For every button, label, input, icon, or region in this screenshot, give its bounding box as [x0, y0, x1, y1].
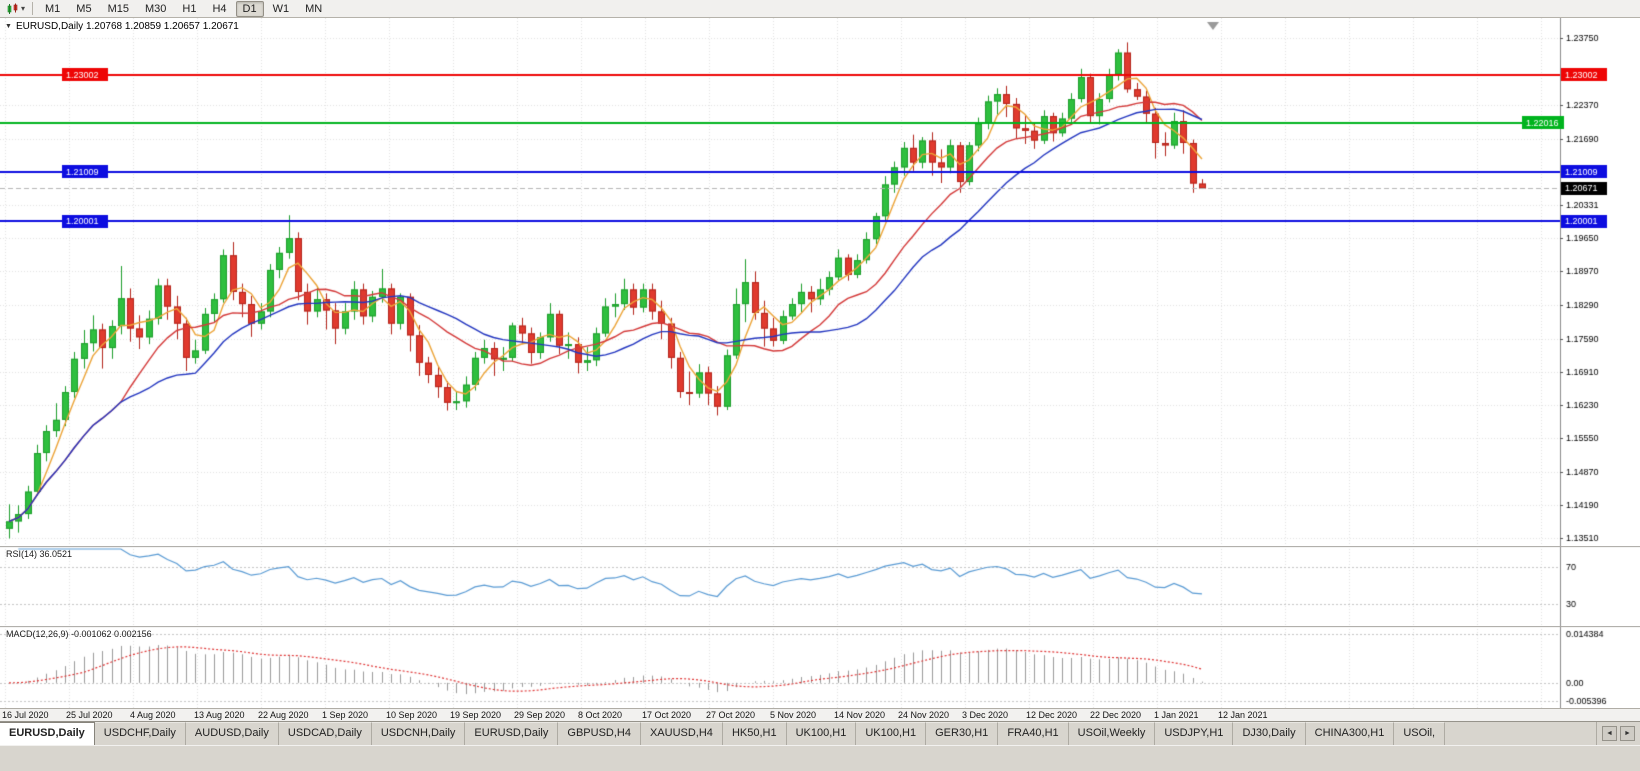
time-axis-label: 3 Dec 2020: [962, 710, 1009, 720]
timeframe-button-mn[interactable]: MN: [305, 2, 323, 15]
chart-menu-arrow-icon[interactable]: ▼: [5, 23, 12, 30]
chart-tab[interactable]: USOil,Weekly: [1068, 722, 1156, 745]
time-axis-label: 5 Nov 2020: [770, 710, 817, 720]
rsi-indicator-canvas[interactable]: [0, 546, 1640, 626]
tab-scroll-controls: ◄ ►: [1596, 722, 1640, 745]
chart-title: ▼ EURUSD,Daily 1.20768 1.20859 1.20657 1…: [5, 21, 239, 32]
time-axis-label: 8 Oct 2020: [578, 710, 623, 720]
time-axis-label: 4 Aug 2020: [130, 710, 176, 720]
time-axis-label: 25 Jul 2020: [66, 710, 113, 720]
chart-tab[interactable]: UK100,H1: [856, 722, 927, 745]
timeframe-button-m1[interactable]: M1: [45, 2, 61, 15]
time-axis-label: 1 Sep 2020: [322, 710, 369, 720]
timeframe-button-h1[interactable]: H1: [182, 2, 197, 15]
chart-tab-bar: EURUSD,Daily USDCHF,Daily AUDUSD,Daily USDC…: [0, 721, 1640, 745]
timeframe-button-m5[interactable]: M5: [76, 2, 92, 15]
chart-type-tool[interactable]: ▾: [3, 3, 28, 15]
timeframe-button-w1[interactable]: W1: [272, 2, 290, 15]
chart-tab[interactable]: USDCHF,Daily: [94, 722, 186, 745]
macd-indicator-label: MACD(12,26,9) -0.001062 0.002156: [6, 629, 152, 639]
timeframe-buttons: M1 M5 M15 M30 H1 H4 D1 W1 MN: [37, 0, 330, 17]
rsi-indicator-label: RSI(14) 36.0521: [6, 549, 73, 559]
status-bar: [0, 745, 1640, 771]
tabs-scroll-right-button[interactable]: ►: [1620, 726, 1635, 741]
time-axis-label: 12 Jan 2021: [1218, 710, 1268, 720]
timeframe-button-m30[interactable]: M30: [144, 2, 167, 15]
time-axis-label: 1 Jan 2021: [1154, 710, 1199, 720]
time-axis-label: 10 Sep 2020: [386, 710, 438, 720]
chart-tab[interactable]: UK100,H1: [786, 722, 857, 745]
time-axis-label: 29 Sep 2020: [514, 710, 566, 720]
chart-type-dropdown-caret-icon[interactable]: ▾: [21, 3, 26, 13]
chart-tab[interactable]: GBPUSD,H4: [558, 722, 641, 745]
chart-tab[interactable]: DJ30,Daily: [1233, 722, 1306, 745]
time-axis-label: 24 Nov 2020: [898, 710, 950, 720]
time-axis-label: 16 Jul 2020: [2, 710, 49, 720]
time-axis-label: 22 Dec 2020: [1090, 710, 1142, 720]
chart-tab[interactable]: AUDUSD,Daily: [185, 722, 279, 745]
time-axis-label: 27 Oct 2020: [706, 710, 756, 720]
chart-tabs: EURUSD,Daily USDCHF,Daily AUDUSD,Daily USDC…: [0, 722, 1596, 745]
time-axis-label: 12 Dec 2020: [1026, 710, 1078, 720]
time-axis-label: 14 Nov 2020: [834, 710, 886, 720]
chart-tab[interactable]: CHINA300,H1: [1305, 722, 1395, 745]
timeframe-button-m15[interactable]: M15: [107, 2, 129, 15]
timeframe-button-d1[interactable]: D1: [235, 0, 264, 17]
time-axis[interactable]: 16 Jul 2020 25 Jul 2020 4 Aug 2020 13 Aug 2…: [0, 708, 1640, 721]
chart-tab[interactable]: USDJPY,H1: [1155, 722, 1234, 745]
chart-tab[interactable]: GER30,H1: [926, 722, 999, 745]
chart-tab[interactable]: XAUUSD,H4: [640, 722, 723, 745]
chart-tab[interactable]: USOil,: [1394, 722, 1446, 745]
timeframe-toolbar: ▾ M1 M5 M15 M30 H1 H4 D1 W1 MN: [0, 0, 1640, 18]
time-axis-label: 22 Aug 2020: [258, 710, 309, 720]
macd-indicator-canvas[interactable]: [0, 626, 1640, 708]
chart-tab[interactable]: EURUSD,Daily: [0, 722, 95, 745]
toolbar-separator: [32, 2, 34, 15]
symbol-ohlc-label: EURUSD,Daily 1.20768 1.20859 1.20657 1.2…: [15, 21, 239, 32]
time-axis-label: 17 Oct 2020: [642, 710, 692, 720]
chart-tab[interactable]: EURUSD,Daily: [465, 722, 559, 745]
time-axis-label: 13 Aug 2020: [194, 710, 245, 720]
tabs-scroll-left-button[interactable]: ◄: [1602, 726, 1617, 741]
chart-tab[interactable]: USDCAD,Daily: [278, 722, 372, 745]
time-axis-label: 19 Sep 2020: [450, 710, 502, 720]
chart-tab[interactable]: HK50,H1: [722, 722, 787, 745]
price-chart-canvas[interactable]: [0, 18, 1640, 546]
timeframe-button-h4[interactable]: H4: [212, 2, 227, 15]
chart-tab[interactable]: FRA40,H1: [998, 722, 1069, 745]
candlestick-chart-icon[interactable]: [6, 3, 20, 15]
chart-tab[interactable]: USDCNH,Daily: [371, 722, 466, 745]
chart-region: ▼ EURUSD,Daily 1.20768 1.20859 1.20657 1…: [0, 18, 1640, 721]
